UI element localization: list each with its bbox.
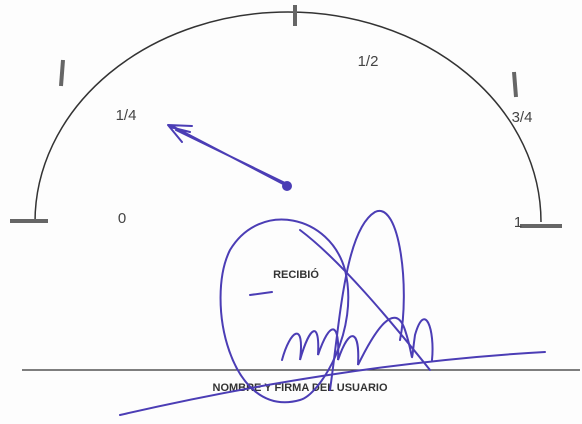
gauge-label: 1/4 xyxy=(116,107,137,124)
gauge-label: 1/2 xyxy=(358,53,379,70)
gauge-arc xyxy=(34,11,542,223)
received-label: RECIBIÓ xyxy=(273,268,319,281)
signature-stroke xyxy=(119,351,546,416)
gauge-label: 3/4 xyxy=(512,109,533,126)
signature-stroke xyxy=(299,229,431,371)
gauge-label: 0 xyxy=(118,210,126,227)
signature-stroke xyxy=(329,209,405,391)
tick-three-quarter xyxy=(512,71,518,98)
signature-line-label: NOMBRE Y FIRMA DEL USUARIO xyxy=(213,382,388,394)
needle-drawing xyxy=(167,124,292,191)
gauge-label: 1 xyxy=(514,214,522,231)
gauge-ticks xyxy=(10,5,562,228)
signature xyxy=(119,209,546,416)
signature-stroke xyxy=(281,316,434,366)
signature-stroke xyxy=(249,291,273,296)
tick-quarter xyxy=(59,59,65,87)
needle xyxy=(167,124,288,187)
needle-pivot xyxy=(282,181,292,191)
